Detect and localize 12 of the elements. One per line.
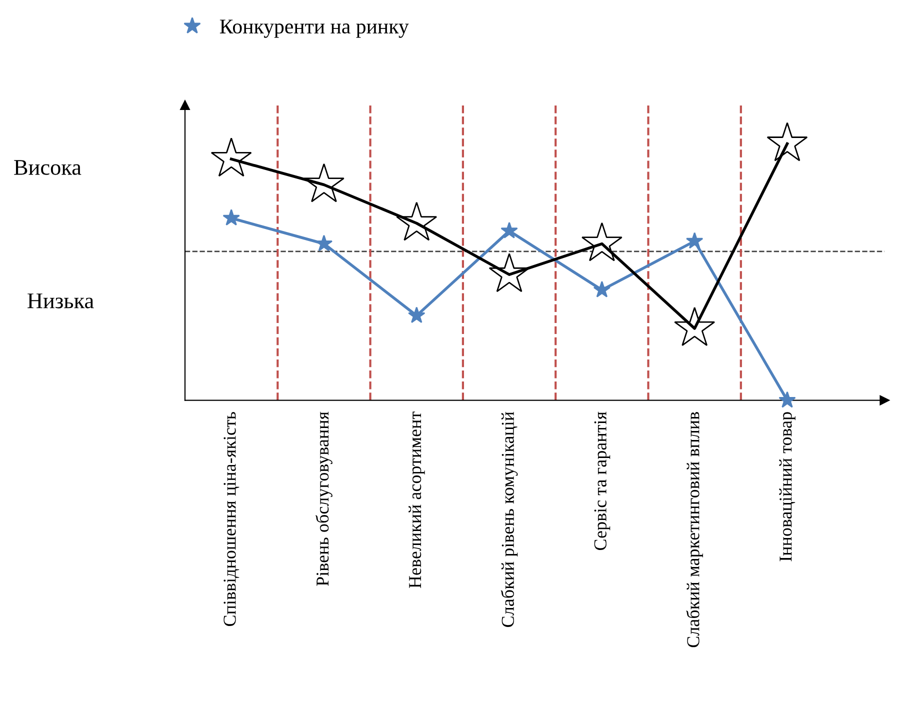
point <box>766 122 808 162</box>
text: Висока <box>14 160 82 175</box>
x-tick-label: Співвідношення ціна-якість <box>224 412 240 626</box>
x-tick-label: Слабкий рівень комунікацій <box>500 412 518 627</box>
legend-label: Конкуренти на ринку <box>220 20 409 38</box>
x-tick-label: Інноваційний товар <box>779 412 796 562</box>
x-tick-label: Слабкий маркетинговий вплив <box>686 412 703 648</box>
x-tick-label: Сервіс та гарантія <box>594 412 610 550</box>
x-tick-label: Невеликий асортимент <box>408 412 425 588</box>
x-tick-label: Рівень обслуговування <box>316 412 332 586</box>
point <box>210 138 252 177</box>
text: Низька <box>28 294 94 308</box>
